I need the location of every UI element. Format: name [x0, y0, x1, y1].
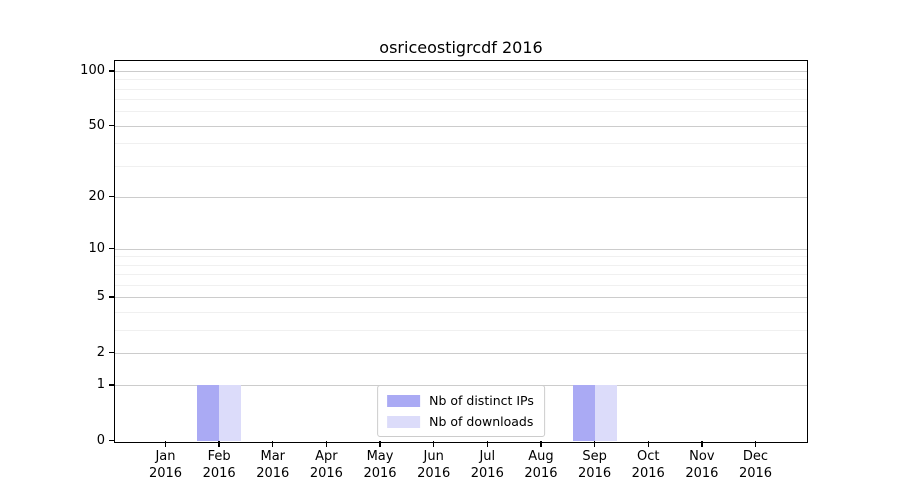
x-tick-label: Jan 2016 [148, 449, 183, 481]
y-tick [109, 351, 114, 354]
legend: Nb of distinct IPs Nb of downloads [377, 385, 545, 437]
y-tick-label: 0 [96, 432, 105, 448]
x-tick-label: Nov 2016 [685, 449, 719, 481]
y-tick [109, 296, 114, 298]
x-tick [647, 441, 649, 447]
x-tick-label: Jul 2016 [470, 449, 504, 481]
gridline-minor [115, 111, 807, 113]
x-tick-label: Feb 2016 [202, 449, 236, 481]
y-tick [109, 384, 114, 386]
legend-swatch-distinct-ips [387, 394, 421, 407]
x-tick [272, 441, 274, 447]
x-tick-label: Oct 2016 [631, 449, 665, 481]
y-tick [109, 70, 114, 72]
gridline-minor [115, 99, 807, 101]
chart-title: osriceostigrcdf 2016 [379, 38, 543, 57]
gridline-major [115, 196, 807, 198]
x-tick [486, 441, 488, 447]
gridline-major [115, 71, 807, 73]
y-tick-label: 2 [96, 344, 105, 360]
gridline-minor [115, 88, 807, 90]
gridline-minor [115, 264, 807, 266]
gridline-minor [115, 329, 807, 331]
legend-entry-downloads: Nb of downloads [387, 414, 534, 429]
y-tick-label: 50 [88, 117, 105, 133]
x-tick [325, 441, 328, 447]
x-tick [218, 441, 220, 447]
x-tick-label: Dec 2016 [738, 449, 773, 481]
gridline-major [115, 125, 807, 127]
x-tick-label: Jun 2016 [417, 449, 451, 481]
gridline-minor [115, 165, 807, 167]
y-tick-label: 5 [96, 289, 105, 305]
x-tick-label: May 2016 [363, 449, 397, 481]
x-tick-label: Mar 2016 [256, 449, 290, 481]
x-tick [433, 441, 435, 447]
x-tick [379, 441, 381, 447]
x-tick-label: Apr 2016 [309, 449, 343, 481]
bar [197, 385, 220, 441]
gridline-minor [115, 274, 807, 276]
bar [594, 385, 617, 441]
y-tick [109, 196, 114, 198]
y-tick-label: 20 [88, 188, 105, 204]
y-tick-label: 10 [88, 240, 105, 256]
gridline-minor [115, 79, 807, 81]
bar [219, 385, 242, 441]
bar [572, 385, 595, 441]
y-tick [109, 247, 114, 250]
x-tick-label: Sep 2016 [578, 449, 612, 481]
x-tick [754, 441, 757, 447]
y-tick [109, 439, 114, 442]
gridline-minor [115, 311, 807, 313]
y-tick [109, 125, 114, 127]
gridline-minor [115, 256, 807, 258]
gridline-major [115, 248, 807, 250]
gridline-major [115, 297, 807, 299]
plot-area: Nb of distinct IPs Nb of downloads 0 1 2 5 1… [80, 60, 808, 481]
x-tick [540, 441, 542, 447]
gridline-major [115, 385, 807, 387]
x-tick [701, 441, 703, 447]
y-tick-label: 100 [80, 63, 105, 79]
legend-swatch-downloads [387, 415, 421, 428]
gridline-major [115, 352, 807, 354]
gridline-minor [115, 143, 807, 145]
legend-label-downloads: Nb of downloads [429, 414, 534, 429]
legend-entry-distinct-ips: Nb of distinct IPs [387, 393, 534, 408]
x-tick-label: Aug 2016 [524, 449, 558, 481]
gridline-minor [115, 284, 807, 286]
x-tick [593, 441, 596, 447]
x-tick [164, 441, 167, 447]
legend-label-distinct-ips: Nb of distinct IPs [429, 393, 534, 408]
y-tick-label: 1 [96, 377, 105, 393]
